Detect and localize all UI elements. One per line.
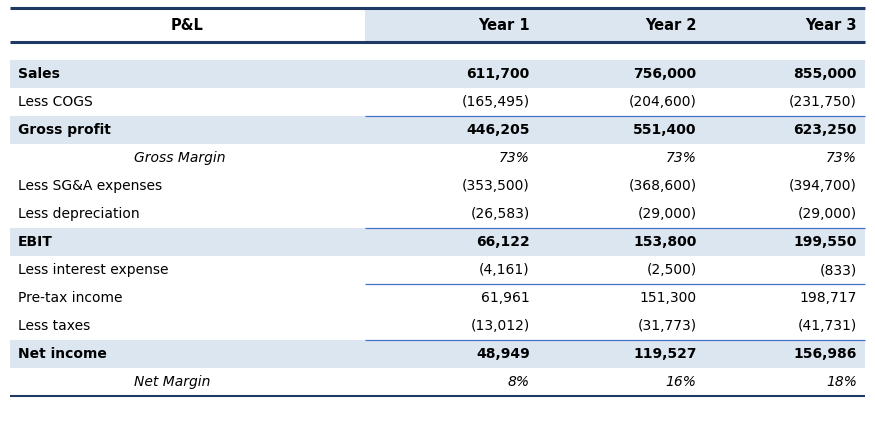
Text: 623,250: 623,250: [794, 123, 857, 137]
Text: Pre-tax income: Pre-tax income: [18, 291, 123, 305]
Text: 855,000: 855,000: [794, 67, 857, 81]
Text: (204,600): (204,600): [628, 95, 696, 109]
Text: Sales: Sales: [18, 67, 60, 81]
Text: (353,500): (353,500): [462, 179, 530, 193]
Bar: [365, 8, 865, 42]
Text: P&L: P&L: [171, 18, 204, 33]
Text: 119,527: 119,527: [633, 347, 696, 361]
Text: 611,700: 611,700: [466, 67, 530, 81]
Text: Less SG&A expenses: Less SG&A expenses: [18, 179, 162, 193]
Text: (368,600): (368,600): [628, 179, 696, 193]
Text: 551,400: 551,400: [633, 123, 696, 137]
Text: (26,583): (26,583): [471, 207, 530, 221]
Text: 198,717: 198,717: [800, 291, 857, 305]
Text: Year 2: Year 2: [645, 18, 696, 33]
Text: 18%: 18%: [826, 375, 857, 389]
Text: (41,731): (41,731): [798, 319, 857, 333]
Text: EBIT: EBIT: [18, 235, 52, 249]
Text: (833): (833): [820, 263, 857, 277]
Text: Gross profit: Gross profit: [18, 123, 111, 137]
Text: 73%: 73%: [826, 151, 857, 165]
Text: 756,000: 756,000: [634, 67, 696, 81]
Text: (29,000): (29,000): [637, 207, 696, 221]
Text: 199,550: 199,550: [794, 235, 857, 249]
Bar: [10, 116, 865, 144]
Text: Net Margin: Net Margin: [134, 375, 211, 389]
Text: (4,161): (4,161): [480, 263, 530, 277]
Text: Gross Margin: Gross Margin: [134, 151, 226, 165]
Text: (231,750): (231,750): [789, 95, 857, 109]
Text: 153,800: 153,800: [634, 235, 696, 249]
Text: (394,700): (394,700): [789, 179, 857, 193]
Text: 16%: 16%: [666, 375, 696, 389]
Text: 446,205: 446,205: [466, 123, 530, 137]
Text: 156,986: 156,986: [794, 347, 857, 361]
Bar: [10, 60, 865, 88]
Text: 48,949: 48,949: [476, 347, 530, 361]
Text: (165,495): (165,495): [462, 95, 530, 109]
Text: Less taxes: Less taxes: [18, 319, 90, 333]
Text: 66,122: 66,122: [476, 235, 530, 249]
Bar: [10, 228, 865, 256]
Text: Less COGS: Less COGS: [18, 95, 93, 109]
Text: (13,012): (13,012): [471, 319, 530, 333]
Text: (31,773): (31,773): [637, 319, 696, 333]
Text: Less depreciation: Less depreciation: [18, 207, 140, 221]
Text: 8%: 8%: [507, 375, 530, 389]
Text: 61,961: 61,961: [481, 291, 530, 305]
Text: Year 1: Year 1: [479, 18, 530, 33]
Text: Less interest expense: Less interest expense: [18, 263, 169, 277]
Text: 151,300: 151,300: [640, 291, 696, 305]
Text: 73%: 73%: [499, 151, 530, 165]
Bar: [10, 340, 865, 368]
Text: 73%: 73%: [666, 151, 696, 165]
Text: (29,000): (29,000): [798, 207, 857, 221]
Text: (2,500): (2,500): [647, 263, 696, 277]
Text: Net income: Net income: [18, 347, 107, 361]
Text: Year 3: Year 3: [806, 18, 857, 33]
